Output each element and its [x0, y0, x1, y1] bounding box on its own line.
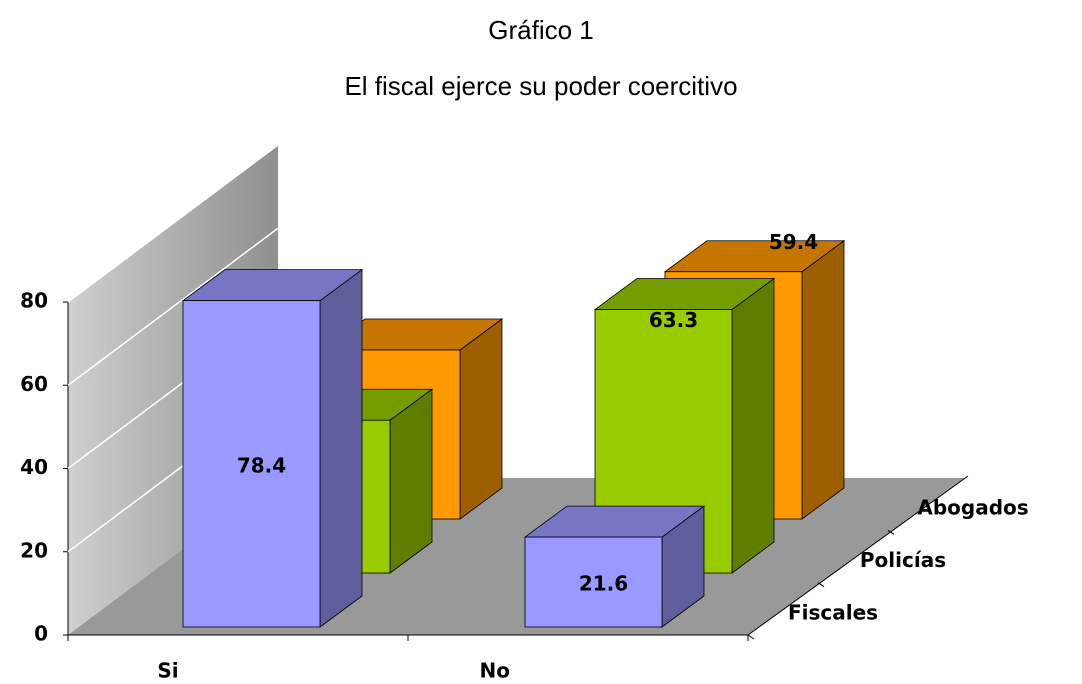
- value-label: 63.3: [649, 308, 698, 332]
- bar-side: [389, 388, 433, 574]
- legend-label: Fiscales: [788, 600, 878, 624]
- x-tick-label: Si: [157, 659, 178, 683]
- y-tick-label: 60: [20, 372, 48, 396]
- chart-subtitle: El fiscal ejerce su poder coercitivo: [344, 71, 737, 101]
- bar-side: [459, 318, 503, 520]
- value-label: 21.6: [579, 572, 628, 596]
- depth-tick: [817, 582, 825, 588]
- bar: [524, 536, 663, 628]
- y-tick-label: 40: [20, 455, 48, 479]
- value-label: 78.4: [237, 453, 286, 477]
- bar: [182, 300, 321, 628]
- bar-side: [801, 239, 845, 520]
- value-label: 59.4: [769, 230, 818, 254]
- y-tick-label: 20: [20, 538, 48, 562]
- grid-line: [67, 144, 279, 303]
- depth-tick: [887, 529, 895, 535]
- bar-side: [731, 277, 775, 574]
- legend-label: Abogados: [917, 496, 1028, 520]
- bar-side: [319, 268, 363, 628]
- x-tick-label: No: [479, 659, 509, 683]
- y-tick-label: 0: [34, 622, 48, 646]
- grid-line: [67, 227, 279, 386]
- y-tick-label: 80: [20, 289, 48, 313]
- depth-axis: [747, 475, 969, 636]
- legend-label: Policías: [860, 548, 946, 572]
- chart-title: Gráfico 1: [488, 15, 594, 45]
- depth-tick: [747, 634, 755, 640]
